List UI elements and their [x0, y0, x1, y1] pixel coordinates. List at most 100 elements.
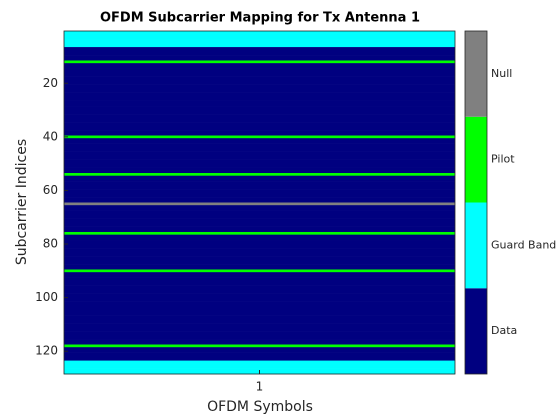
cell	[64, 357, 455, 361]
cell	[64, 331, 455, 335]
cell	[64, 87, 455, 91]
cell	[64, 285, 455, 289]
cell	[64, 55, 455, 59]
y-axis-label: Subcarrier Indices	[14, 139, 30, 265]
cell	[64, 277, 455, 281]
y-tick-label: 20	[43, 76, 58, 90]
cell	[64, 298, 455, 302]
cell	[64, 210, 455, 214]
cell	[64, 146, 455, 150]
cell	[64, 36, 455, 40]
cell	[64, 140, 455, 144]
cell	[64, 95, 455, 99]
colorbar-segment	[465, 116, 487, 203]
cell	[64, 44, 455, 48]
cell	[64, 349, 455, 353]
cell	[64, 344, 455, 348]
cell	[64, 135, 455, 139]
cell	[64, 73, 455, 77]
cell	[64, 333, 455, 337]
cell	[64, 199, 455, 203]
cell	[64, 186, 455, 190]
cell	[64, 218, 455, 222]
cell	[64, 274, 455, 278]
cell	[64, 41, 455, 45]
cell	[64, 189, 455, 193]
cell	[64, 347, 455, 351]
colorbar-label: Data	[491, 324, 517, 337]
cell	[64, 148, 455, 152]
cell	[64, 143, 455, 147]
cell	[64, 309, 455, 313]
y-tick-label: 80	[43, 237, 58, 251]
y-tick-label: 120	[35, 344, 58, 358]
cell	[64, 264, 455, 268]
cell	[64, 114, 455, 118]
cell	[64, 223, 455, 227]
cell	[64, 341, 455, 345]
cell	[64, 339, 455, 343]
colorbar-label: Guard Band	[491, 238, 556, 251]
cell	[64, 122, 455, 126]
cell	[64, 256, 455, 260]
cell	[64, 65, 455, 69]
cell	[64, 197, 455, 201]
cell	[64, 97, 455, 101]
cell	[64, 355, 455, 359]
cell	[64, 63, 455, 67]
cell	[64, 250, 455, 254]
cell	[64, 162, 455, 166]
cell	[64, 79, 455, 83]
cell	[64, 282, 455, 286]
cell	[64, 154, 455, 158]
y-tick-label: 60	[43, 183, 58, 197]
cell	[64, 52, 455, 56]
cell	[64, 307, 455, 310]
cell	[64, 272, 455, 276]
cell	[64, 89, 455, 93]
cell	[64, 290, 455, 294]
cell	[64, 261, 455, 265]
cell	[64, 237, 455, 241]
cell	[64, 100, 455, 104]
cell	[64, 253, 455, 257]
cell	[64, 119, 455, 123]
cell	[64, 49, 455, 53]
cell	[64, 175, 455, 179]
cell	[64, 57, 455, 61]
cell	[64, 202, 455, 206]
cell	[64, 312, 455, 316]
cell	[64, 103, 455, 107]
cell	[64, 124, 455, 128]
cell	[64, 226, 455, 230]
cell	[64, 293, 455, 297]
cell	[64, 269, 455, 273]
cell	[64, 106, 455, 110]
colorbar-segment	[465, 31, 487, 117]
cell	[64, 132, 455, 136]
cell	[64, 47, 455, 51]
cell	[64, 352, 455, 356]
cell	[64, 215, 455, 219]
cell	[64, 229, 455, 233]
cell	[64, 138, 455, 142]
cell	[64, 159, 455, 163]
cell	[64, 365, 455, 369]
cell	[64, 213, 455, 217]
cell	[64, 320, 455, 324]
cell	[64, 127, 455, 131]
cell	[64, 164, 455, 168]
cell	[64, 116, 455, 120]
cell	[64, 248, 455, 252]
cell	[64, 231, 455, 235]
cell	[64, 76, 455, 80]
cell	[64, 130, 455, 134]
x-axis-label: OFDM Symbols	[207, 399, 313, 415]
cell	[64, 328, 455, 332]
cell	[64, 336, 455, 340]
x-tick-label: 1	[256, 380, 264, 394]
cell	[64, 207, 455, 211]
cell	[64, 170, 455, 174]
cell	[64, 191, 455, 195]
